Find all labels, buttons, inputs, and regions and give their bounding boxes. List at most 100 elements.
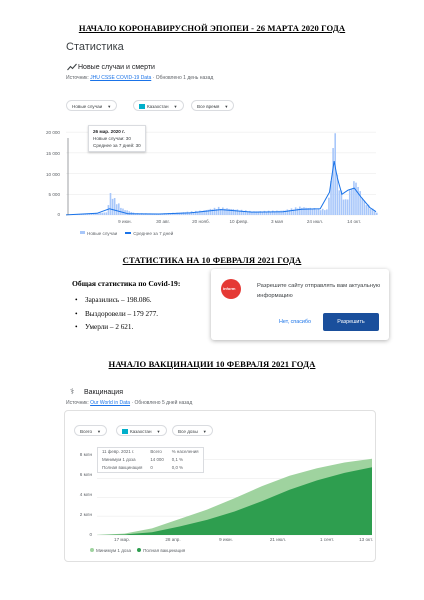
kazakhstan-flag-icon xyxy=(122,429,128,434)
country-dropdown[interactable]: Казахстан ▼ xyxy=(133,100,184,111)
x-tick: 21 июл. xyxy=(269,537,287,542)
x-tick: 1 сент. xyxy=(319,537,335,542)
case-bar xyxy=(282,210,284,215)
case-bar xyxy=(84,213,87,215)
case-bar xyxy=(284,210,287,215)
metric-dropdown[interactable]: Новые случаи ▼ xyxy=(66,100,118,111)
case-bar xyxy=(305,207,307,215)
case-bar xyxy=(217,206,220,215)
notification-popup: inform Разрешите сайту отправлять вам ак… xyxy=(211,269,389,340)
y-tick: 0 xyxy=(89,532,92,537)
x-tick: 24 июл. xyxy=(306,219,324,224)
legend-bar-swatch xyxy=(80,231,85,234)
legend-average: Среднее за 7 дней xyxy=(133,231,174,236)
vtooltip-date: 11 февр. 2021 г. xyxy=(102,449,135,454)
case-bar xyxy=(201,210,203,215)
trend-icon xyxy=(67,63,77,71)
case-bar xyxy=(336,174,339,215)
y-tick: 8 млн xyxy=(79,452,92,457)
vaccine-country-dropdown[interactable]: Казахстан ▼ xyxy=(116,425,167,436)
vaccine-metric-dropdown[interactable]: Всего ▼ xyxy=(74,425,108,436)
case-bar xyxy=(122,208,124,215)
y-tick: 20 000 xyxy=(45,130,60,135)
legend-first-dose-swatch xyxy=(90,548,94,552)
case-bar xyxy=(188,212,191,215)
y-tick: 15 000 xyxy=(45,151,60,156)
legend-first-dose: Минимум 1 доза xyxy=(96,548,132,553)
statistics-title: Статистика xyxy=(66,41,124,53)
case-bar xyxy=(88,213,91,215)
case-bar xyxy=(292,209,295,215)
vaccination-legend: Минимум 1 доза Полная вакцинация xyxy=(90,548,185,553)
vaccine-dose-dropdown[interactable]: Все дозы ▼ xyxy=(172,425,213,436)
case-bar xyxy=(111,198,114,215)
case-bar xyxy=(184,212,187,215)
case-bar xyxy=(286,209,289,215)
case-bar xyxy=(344,199,347,215)
case-bar xyxy=(315,209,318,215)
case-bar xyxy=(263,210,266,215)
stats-item-deaths: • Умерли – 2 621. xyxy=(75,323,134,331)
decline-button[interactable]: Нет, спасибо xyxy=(279,319,311,325)
case-bar xyxy=(226,208,228,215)
vtooltip-col-pct: % населения xyxy=(171,449,199,454)
allow-button[interactable]: Разрешить xyxy=(323,313,379,331)
case-bar xyxy=(247,211,249,215)
vaccine-icon: ⚕ xyxy=(70,387,75,396)
legend-full: Полная вакцинация xyxy=(143,548,186,553)
case-bar xyxy=(319,210,322,215)
stats-item-recovered: • Выздоровели – 179 277. xyxy=(75,309,159,318)
average-line xyxy=(65,161,377,216)
case-bar xyxy=(97,213,99,215)
case-bar xyxy=(236,209,239,215)
case-bar xyxy=(353,181,355,215)
case-bar xyxy=(307,208,309,215)
caret-down-icon: ▼ xyxy=(156,429,161,434)
cases-chart-title: Новые случаи и смерти xyxy=(78,64,155,71)
case-bar xyxy=(359,191,361,215)
vaccination-source-link[interactable]: Our World in Data xyxy=(90,400,131,406)
period-dropdown[interactable]: Все время ▼ xyxy=(191,100,235,111)
case-bar xyxy=(232,209,235,215)
case-bar xyxy=(321,208,324,215)
case-bar xyxy=(296,208,299,215)
case-bar xyxy=(274,211,276,215)
case-bar xyxy=(328,197,330,215)
vtooltip-row1-total: 14 000 xyxy=(150,457,164,462)
vtooltip-row1-label: Минимум 1 доза xyxy=(102,457,136,462)
legend-line-swatch xyxy=(125,232,132,234)
x-tick: 13 окт. xyxy=(359,537,373,542)
vaccination-tooltip: 11 февр. 2021 г. Всего % населения Минимум… xyxy=(97,447,204,473)
cases-tooltip: 26 мар. 2020 г. Новые случаи: 30 Среднее… xyxy=(88,125,146,152)
case-bar xyxy=(251,211,253,215)
case-bar xyxy=(128,211,131,215)
cases-source: Источник: JHU CSSE COVID-19 Data · Обнов… xyxy=(66,75,214,81)
case-bar xyxy=(267,210,270,215)
case-bar xyxy=(376,212,378,215)
case-bar xyxy=(205,209,207,215)
case-bar xyxy=(203,210,205,215)
vtooltip-row1-pct: 0,1 % xyxy=(171,457,184,462)
case-bar xyxy=(115,204,118,215)
legend-new-cases: Новые случаи xyxy=(87,231,118,236)
case-bar xyxy=(103,212,106,215)
x-tick: 9 июн. xyxy=(118,219,132,224)
case-bar xyxy=(330,180,332,215)
case-bar xyxy=(99,212,101,215)
case-bar xyxy=(255,211,257,215)
case-bar xyxy=(334,133,336,215)
cases-source-link[interactable]: JHU CSSE COVID-19 Data xyxy=(90,75,152,81)
case-bar xyxy=(367,204,370,215)
heading-statistics: СТАТИСТИКА НА 10 ФЕВРАЛЯ 2021 ГОДА xyxy=(122,255,302,265)
vtooltip-row2-pct: 0,0 % xyxy=(171,465,184,470)
case-bar xyxy=(228,208,230,215)
case-bar xyxy=(244,210,247,215)
case-bar xyxy=(332,148,334,215)
case-bar xyxy=(280,210,282,215)
y-tick: 10 000 xyxy=(45,172,60,177)
case-bar xyxy=(299,206,301,215)
case-bar xyxy=(234,209,237,215)
case-bar xyxy=(265,211,268,215)
x-tick: 9 июн. xyxy=(219,537,233,542)
